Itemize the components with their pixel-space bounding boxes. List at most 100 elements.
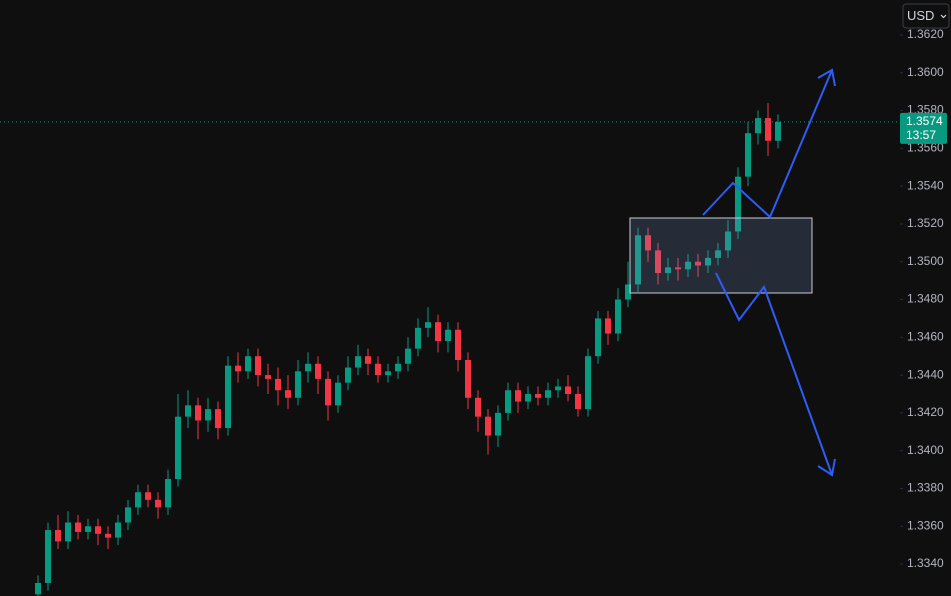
y-tick-label: 1.3440 — [907, 367, 944, 381]
projection-arrows — [702, 68, 836, 477]
currency-button[interactable]: USD — [902, 3, 950, 29]
candle-body — [145, 492, 151, 500]
candle-body — [265, 375, 271, 379]
candle-body — [55, 530, 61, 542]
plot-area — [0, 102, 900, 596]
candle-body — [125, 507, 131, 523]
candle-body — [85, 526, 91, 532]
candle-body — [195, 405, 201, 421]
candle-body — [155, 499, 161, 508]
candle-body — [505, 390, 511, 413]
candle-body — [685, 261, 691, 270]
y-tick-label: 1.3340 — [907, 556, 944, 570]
candle-body — [755, 118, 761, 134]
candle-body — [175, 416, 181, 480]
y-tick-label: 1.3400 — [907, 443, 944, 457]
candle-body — [735, 176, 741, 232]
candle-body — [105, 533, 111, 538]
candle-body — [385, 371, 391, 376]
candle-body — [35, 582, 41, 595]
up-arrow — [702, 69, 833, 219]
y-tick-label: 1.3600 — [907, 65, 944, 79]
candle-body — [335, 382, 341, 406]
candle-body — [245, 356, 251, 372]
candle-body — [345, 367, 351, 383]
candle-body — [115, 522, 121, 538]
candle-body — [615, 299, 621, 334]
candle-body — [425, 322, 431, 328]
currency-button-box[interactable] — [902, 3, 950, 29]
candle-body — [515, 390, 521, 402]
y-tick-label: 1.3500 — [907, 254, 944, 268]
candle-body — [695, 261, 701, 266]
candle-body — [75, 522, 81, 532]
up-arrowhead — [817, 68, 836, 87]
last-price-badge — [900, 112, 947, 144]
candle-body — [225, 365, 231, 429]
y-tick-label: 1.3380 — [907, 481, 944, 495]
candle-body — [65, 522, 71, 542]
candle-body — [165, 479, 171, 508]
candle-body — [485, 416, 491, 436]
candle-body — [655, 250, 661, 274]
candle-body — [575, 393, 581, 410]
candle-body — [355, 356, 361, 368]
candle-body — [185, 405, 191, 417]
currency-label[interactable]: USD — [907, 8, 934, 23]
candle-body — [635, 235, 641, 285]
candle-body — [375, 363, 381, 376]
range-box — [629, 217, 813, 294]
candle-body — [45, 530, 51, 583]
candle-body — [495, 412, 501, 436]
candle-body — [475, 397, 481, 417]
candle-body — [295, 371, 301, 398]
y-tick-label: 1.3420 — [907, 405, 944, 419]
candle-body — [255, 356, 261, 376]
candle-body — [445, 329, 451, 342]
countdown-label: 13:57 — [906, 128, 936, 142]
candle-body — [405, 348, 411, 364]
candle-body — [705, 257, 711, 266]
candle-body — [625, 284, 631, 300]
candle-body — [395, 363, 401, 372]
y-tick-label: 1.3520 — [907, 216, 944, 230]
candle-body — [455, 329, 461, 360]
down-arrow — [715, 272, 833, 476]
candle-body — [305, 363, 311, 372]
candle-body — [465, 359, 471, 398]
candle-body — [715, 250, 721, 258]
candle-body — [285, 390, 291, 398]
candle-body — [585, 356, 591, 410]
candle-body — [535, 393, 541, 398]
candle-body — [665, 267, 671, 274]
last-price-label: 1.3574 — [906, 114, 943, 128]
candle-body — [675, 267, 681, 270]
y-tick-label: 1.3460 — [907, 329, 944, 343]
candle-body — [605, 318, 611, 334]
candle-body — [545, 390, 551, 398]
candle-body — [775, 121, 781, 141]
candle-body — [235, 365, 241, 372]
candle-body — [745, 133, 751, 177]
candle-body — [415, 327, 421, 349]
candle-body — [765, 118, 771, 141]
candle-body — [565, 386, 571, 394]
candle-body — [315, 363, 321, 379]
candle-body — [525, 393, 531, 402]
candle-body — [555, 386, 561, 391]
candle-body — [725, 231, 731, 251]
down-arrowhead — [817, 458, 836, 477]
candle-body — [215, 409, 221, 429]
price-axis: 1.36201.36001.35801.35601.35401.35201.35… — [900, 27, 947, 570]
candle-body — [275, 378, 281, 391]
candle-body — [325, 378, 331, 406]
y-tick-label: 1.3620 — [907, 27, 944, 41]
candle-body — [95, 526, 101, 534]
candle-body — [135, 492, 141, 508]
candle-body — [365, 356, 371, 364]
candle-body — [595, 318, 601, 357]
candle-body — [205, 409, 211, 421]
y-tick-label: 1.3480 — [907, 292, 944, 306]
dropdown-caret[interactable] — [940, 14, 947, 19]
